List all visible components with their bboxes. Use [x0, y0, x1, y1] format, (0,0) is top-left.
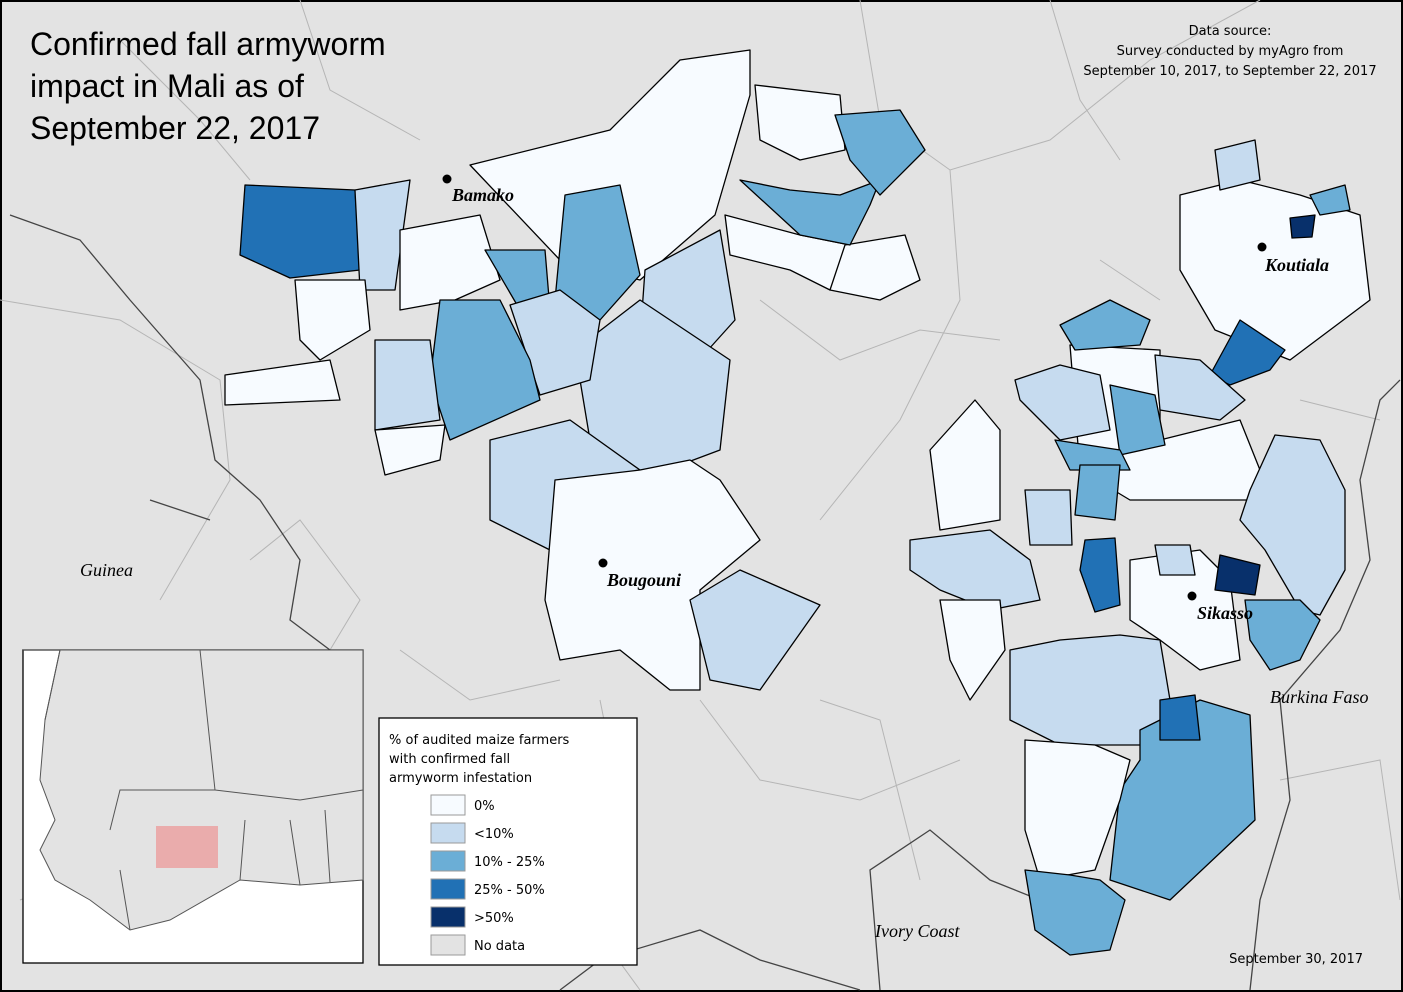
legend-title: armyworm infestation — [389, 771, 532, 786]
legend-label: 0% — [474, 799, 495, 814]
region — [374, 424, 446, 476]
region — [939, 599, 1006, 701]
regions — [224, 49, 1371, 956]
region — [1024, 489, 1073, 546]
inset-map — [22, 649, 364, 964]
region — [1214, 139, 1261, 191]
legend: % of audited maize farmers with confirme… — [378, 717, 638, 966]
legend-label: >50% — [474, 911, 514, 926]
region — [1244, 599, 1321, 671]
source-line: Data source: — [1189, 24, 1272, 39]
region — [1024, 739, 1131, 881]
region — [1129, 549, 1241, 671]
region — [834, 109, 926, 196]
region — [1059, 299, 1151, 351]
region — [1014, 364, 1111, 441]
region — [1109, 699, 1256, 901]
region — [294, 279, 371, 361]
region — [1024, 869, 1126, 956]
title-line: Confirmed fall armyworm — [30, 26, 386, 62]
legend-swatch — [430, 822, 466, 844]
country-label: Ivory Coast — [874, 921, 960, 941]
city-label: Sikasso — [1197, 603, 1253, 623]
region — [1289, 214, 1316, 239]
legend-label: 10% - 25% — [474, 855, 545, 870]
legend-swatch — [430, 794, 466, 816]
region — [1154, 544, 1196, 576]
region — [689, 569, 821, 691]
region — [224, 359, 341, 406]
region — [1154, 354, 1246, 421]
legend-box — [378, 717, 638, 966]
region — [1309, 184, 1351, 216]
city-dot — [1257, 242, 1267, 252]
country-label: Burkina Faso — [1270, 687, 1369, 707]
source-line: September 10, 2017, to September 22, 201… — [1083, 64, 1376, 79]
city-dot — [1187, 591, 1197, 601]
region — [1109, 384, 1166, 456]
city-label: Bougouni — [606, 570, 681, 590]
title-line: impact in Mali as of — [30, 68, 304, 104]
region — [909, 529, 1041, 611]
region — [399, 214, 501, 311]
city-markers — [442, 174, 1267, 601]
legend-swatch — [430, 934, 466, 956]
region — [1159, 694, 1201, 741]
region — [1179, 179, 1371, 361]
region — [354, 179, 411, 291]
region — [1079, 537, 1121, 613]
city-dot — [442, 174, 452, 184]
legend-title: % of audited maize farmers — [389, 733, 570, 748]
region — [1054, 439, 1131, 471]
city-dot — [598, 558, 608, 568]
region — [239, 184, 361, 279]
region — [374, 339, 441, 431]
title-line: September 22, 2017 — [30, 110, 320, 146]
region — [929, 399, 1001, 531]
legend-label: <10% — [474, 827, 514, 842]
legend-swatch — [430, 878, 466, 900]
legend-swatch — [430, 906, 466, 928]
legend-title: with confirmed fall — [389, 752, 510, 767]
region — [829, 234, 921, 301]
region — [554, 184, 641, 321]
region — [1074, 464, 1121, 521]
region — [739, 179, 881, 246]
city-label: Koutiala — [1264, 255, 1329, 275]
region — [754, 84, 846, 161]
legend-label: No data — [474, 939, 525, 954]
legend-label: 25% - 50% — [474, 883, 545, 898]
region — [1214, 554, 1261, 596]
date: September 30, 2017 — [1229, 952, 1363, 967]
country-label: Guinea — [80, 560, 133, 580]
city-label: Bamako — [451, 185, 514, 205]
source-line: Survey conducted by myAgro from — [1117, 44, 1344, 59]
legend-swatch — [430, 850, 466, 872]
